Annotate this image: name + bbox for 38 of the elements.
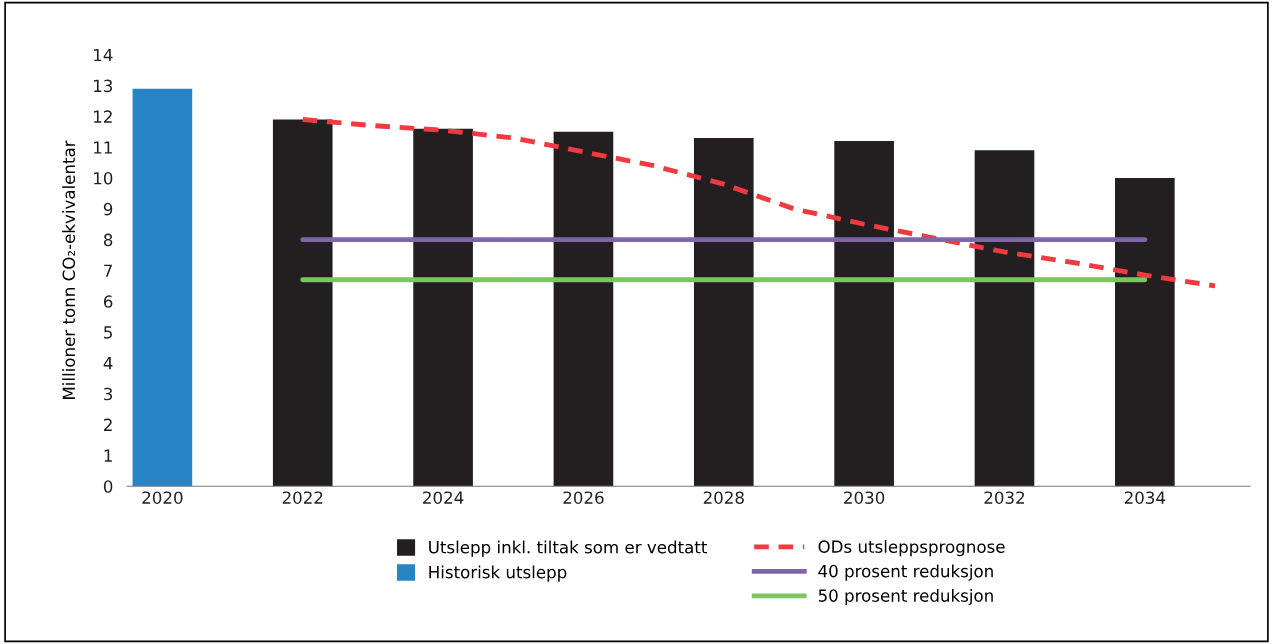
y-tick-label: 12	[94, 110, 112, 123]
y-tick-label: 0	[103, 480, 113, 493]
legend-label: Historisk utslepp	[429, 565, 567, 582]
y-tick-label: 8	[103, 233, 113, 247]
y-tick-label: 14	[94, 48, 113, 62]
y-tick-label: 4	[103, 357, 113, 370]
y-tick-label: 2	[104, 418, 112, 431]
y-tick-label: 5	[104, 326, 112, 339]
x-tick-label: 2020	[142, 491, 183, 504]
y-tick-label: 3	[104, 387, 113, 401]
y-axis-title: Millioner tonn CO₂-ekvivalentar	[62, 140, 76, 399]
y-tick-label: 11	[94, 141, 112, 154]
bar	[413, 128, 473, 487]
line-series	[300, 117, 1218, 289]
legend-label: 50 prosent reduksjon	[818, 588, 993, 606]
bar	[974, 150, 1035, 487]
x-tick-label: 2026	[563, 491, 604, 504]
legend-label: ODs utsleppsprognose	[818, 540, 1005, 557]
y-tick-label: 6	[103, 295, 113, 308]
x-tick-label: 2024	[423, 491, 464, 504]
y-tick-label: 10	[94, 171, 113, 185]
x-tick-label: 2028	[703, 491, 744, 504]
y-tick-label: 13	[94, 79, 113, 93]
legend-label: 40 prosent reduksjon	[818, 564, 993, 581]
x-tick-label: 2034	[1124, 491, 1166, 504]
x-tick-label: 2032	[984, 491, 1025, 504]
bar	[834, 141, 894, 487]
bar	[553, 131, 614, 487]
legend-label: Utslepp inkl. tiltak som er vedtatt	[429, 540, 707, 557]
bar	[1115, 178, 1175, 487]
y-tick-label: 1	[104, 449, 112, 462]
bar	[693, 137, 754, 487]
bar	[132, 88, 193, 487]
x-tick-label: 2022	[282, 491, 323, 504]
bar	[272, 119, 333, 487]
y-tick-label: 7	[104, 264, 112, 277]
x-tick-label: 2030	[844, 491, 885, 504]
y-tick-label: 9	[103, 202, 113, 216]
